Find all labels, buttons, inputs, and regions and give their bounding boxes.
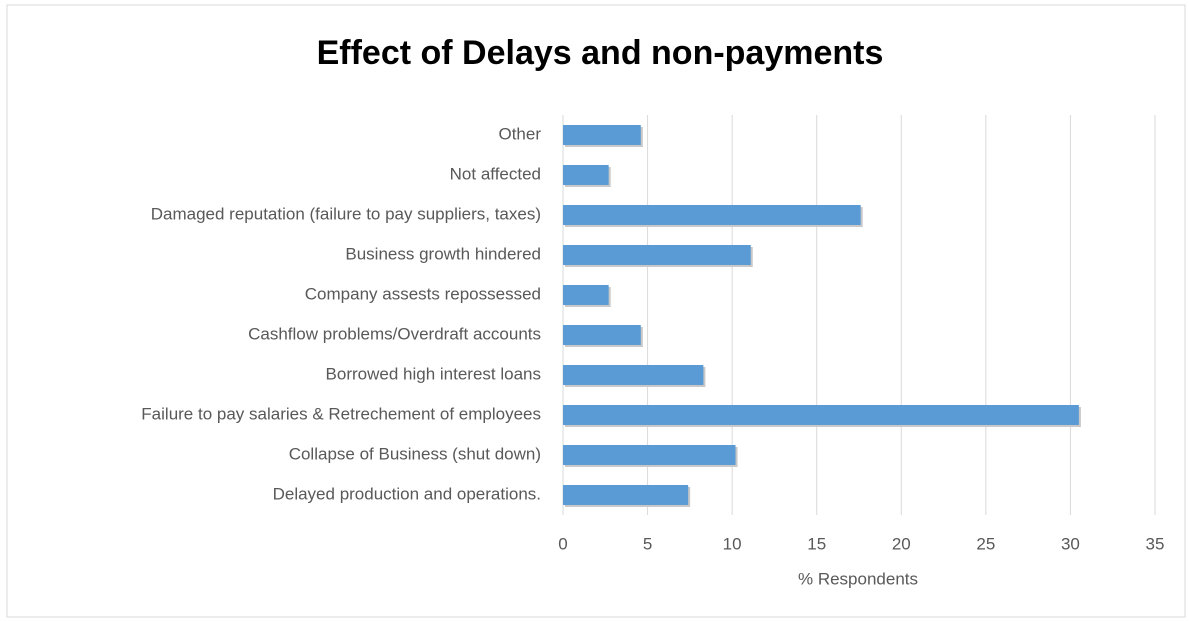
bar [563, 125, 641, 145]
y-tick-label: Company assests repossessed [305, 284, 541, 303]
y-tick-label: Borrowed high interest loans [326, 364, 541, 383]
x-tick-label: 15 [807, 534, 826, 553]
chart-border [6, 4, 1186, 618]
bar [563, 365, 704, 385]
y-tick-label: Delayed production and operations. [273, 484, 541, 503]
y-tick-label: Business growth hindered [345, 244, 541, 263]
x-tick-label: 25 [976, 534, 995, 553]
bar [563, 165, 609, 185]
bar [563, 205, 861, 225]
x-tick-label: 30 [1061, 534, 1080, 553]
x-tick-label: 35 [1146, 534, 1165, 553]
bar [563, 485, 689, 505]
y-tick-label: Damaged reputation (failure to pay suppl… [151, 204, 541, 223]
y-tick-label: Collapse of Business (shut down) [289, 444, 541, 463]
bar [563, 445, 736, 465]
y-tick-label: Failure to pay salaries & Retrechement o… [141, 404, 541, 423]
bar [563, 285, 609, 305]
bar [563, 325, 641, 345]
x-tick-label: 10 [723, 534, 742, 553]
x-tick-label: 0 [558, 534, 567, 553]
x-axis-label: % Respondents [798, 569, 918, 588]
bar [563, 245, 751, 265]
y-tick-label: Cashflow problems/Overdraft accounts [248, 324, 541, 343]
x-tick-label: 5 [643, 534, 652, 553]
y-tick-label: Not affected [450, 164, 541, 183]
bar [563, 405, 1079, 425]
x-tick-label: 20 [892, 534, 911, 553]
y-tick-label: Other [498, 124, 541, 143]
chart-title: Effect of Delays and non-payments [317, 34, 884, 72]
